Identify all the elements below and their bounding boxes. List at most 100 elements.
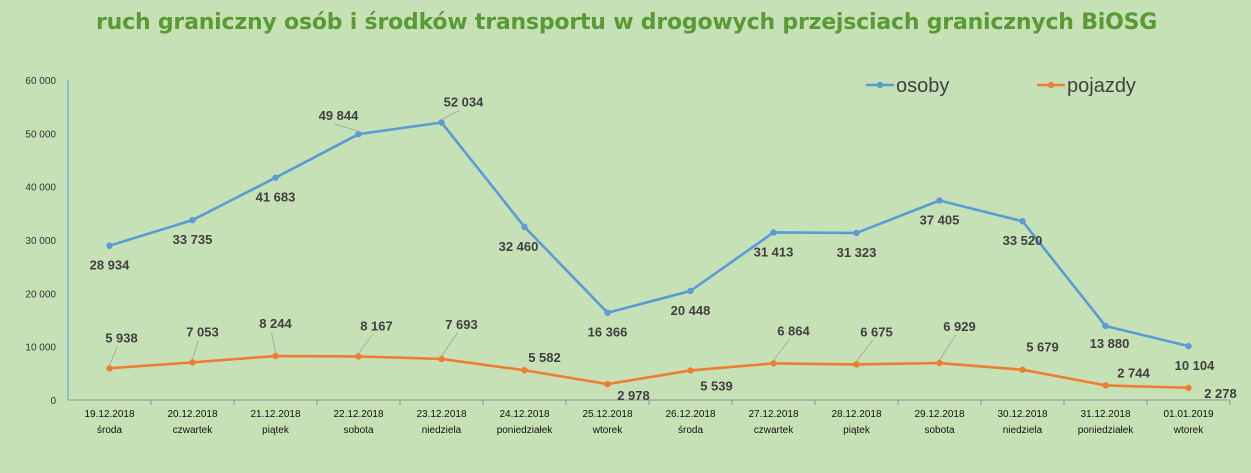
data-label-osoby: 52 034 — [444, 94, 485, 109]
x-tick-label: 25.12.2018 — [582, 409, 632, 420]
data-point-osoby — [604, 309, 611, 316]
x-tick-sublabel: czwartek — [173, 425, 213, 436]
data-label-osoby: 20 448 — [671, 303, 711, 318]
data-label-pojazdy: 6 929 — [943, 319, 976, 334]
data-label-leader — [334, 123, 359, 132]
x-tick-sublabel: sobota — [343, 425, 373, 436]
data-label-pojazdy: 7 053 — [186, 324, 219, 339]
x-tick-sublabel: niedziela — [1003, 425, 1043, 436]
data-point-pojazdy — [604, 380, 611, 388]
x-tick-sublabel: sobota — [924, 425, 954, 436]
data-label-leader — [192, 340, 199, 360]
legend-label-osoby: osoby — [896, 75, 949, 97]
legend-marker-osoby — [876, 81, 884, 89]
data-label-pojazdy: 2 978 — [617, 388, 650, 403]
legend-label-pojazdy: pojazdy — [1067, 75, 1136, 97]
data-point-pojazdy — [936, 359, 943, 367]
data-label-osoby: 41 683 — [256, 190, 296, 205]
data-label-osoby: 37 405 — [920, 213, 960, 228]
y-tick-label: 40 000 — [25, 183, 56, 194]
y-tick-label: 30 000 — [25, 236, 56, 247]
data-label-osoby: 16 366 — [588, 325, 628, 340]
x-tick-sublabel: poniedziałek — [497, 425, 554, 436]
data-point-pojazdy — [1019, 366, 1026, 373]
data-point-osoby — [687, 287, 694, 295]
data-label-osoby: 33 520 — [1003, 233, 1043, 248]
x-tick-label: 29.12.2018 — [914, 409, 964, 420]
x-tick-sublabel: wtorek — [592, 425, 623, 436]
x-tick-label: 28.12.2018 — [831, 409, 881, 420]
data-label-pojazdy: 8 167 — [360, 318, 393, 333]
data-label-osoby: 33 735 — [173, 232, 213, 247]
data-label-pojazdy: 6 675 — [860, 324, 893, 339]
data-label-osoby: 31 323 — [837, 245, 877, 260]
x-tick-label: 27.12.2018 — [748, 409, 798, 420]
data-label-osoby: 10 104 — [1175, 358, 1216, 373]
data-label-pojazdy: 7 693 — [445, 317, 478, 332]
chart-title: ruch graniczny osób i środków transportu… — [96, 10, 1158, 35]
data-label-pojazdy: 2 744 — [1117, 365, 1150, 380]
legend-marker-pojazdy — [1047, 81, 1055, 89]
data-label-osoby: 31 413 — [754, 244, 794, 259]
data-point-pojazdy — [770, 360, 777, 367]
data-point-osoby — [1019, 218, 1026, 225]
x-tick-label: 21.12.2018 — [250, 409, 300, 420]
x-tick-sublabel: poniedziałek — [1078, 425, 1135, 436]
y-tick-label: 10 000 — [25, 343, 56, 354]
x-tick-sublabel: niedziela — [422, 425, 462, 436]
data-point-osoby — [355, 130, 362, 138]
series-line-pojazdy — [109, 354, 1189, 390]
data-point-osoby — [936, 197, 943, 204]
data-point-pojazdy — [438, 355, 445, 363]
data-label-pojazdy: 5 539 — [700, 378, 733, 393]
data-label-leader — [856, 340, 873, 362]
x-tick-sublabel: piątek — [262, 425, 290, 436]
data-label-pojazdy: 6 864 — [777, 323, 810, 338]
y-tick-label: 60 000 — [25, 76, 56, 87]
x-tick-label: 23.12.2018 — [416, 409, 466, 420]
series-line-osoby — [109, 121, 1189, 348]
data-label-pojazdy: 5 938 — [105, 330, 138, 345]
data-label-leader — [441, 110, 460, 120]
data-point-osoby — [189, 216, 196, 224]
x-tick-sublabel: środa — [97, 425, 122, 436]
data-point-osoby — [1185, 342, 1192, 350]
x-tick-sublabel: piątek — [843, 425, 871, 436]
data-label-pojazdy: 5 679 — [1026, 340, 1059, 355]
data-label-osoby: 13 880 — [1090, 336, 1130, 351]
data-label-leader — [271, 331, 276, 354]
x-tick-label: 24.12.2018 — [499, 409, 549, 420]
data-point-osoby — [853, 229, 860, 237]
data-point-pojazdy — [521, 367, 528, 374]
data-label-leader — [939, 334, 956, 361]
data-point-osoby — [1102, 322, 1109, 330]
x-tick-sublabel: czwartek — [754, 425, 794, 436]
data-point-pojazdy — [1102, 382, 1109, 389]
data-label-pojazdy: 8 244 — [259, 316, 292, 331]
x-tick-label: 30.12.2018 — [997, 409, 1047, 420]
data-point-pojazdy — [189, 359, 196, 366]
x-tick-label: 31.12.2018 — [1080, 409, 1130, 420]
data-point-pojazdy — [1185, 384, 1192, 392]
x-tick-sublabel: wtorek — [1173, 425, 1204, 436]
data-point-pojazdy — [272, 352, 279, 360]
y-tick-label: 20 000 — [25, 289, 56, 300]
x-tick-label: 19.12.2018 — [84, 409, 134, 420]
data-label-leader — [109, 346, 118, 366]
data-point-pojazdy — [355, 353, 362, 360]
chart-legend: osoby pojazdy — [866, 75, 1136, 97]
data-point-osoby — [106, 242, 113, 249]
data-label-osoby: 28 934 — [90, 258, 131, 273]
data-point-pojazdy — [687, 367, 694, 374]
data-point-osoby — [438, 119, 445, 126]
data-label-osoby: 49 844 — [319, 108, 360, 123]
data-point-pojazdy — [853, 361, 860, 368]
x-tick-label: 20.12.2018 — [167, 409, 217, 420]
data-label-osoby: 32 460 — [499, 239, 539, 254]
data-label-leader — [773, 339, 790, 361]
data-label-pojazdy: 2 278 — [1204, 386, 1237, 401]
data-label-leader — [358, 334, 373, 354]
x-tick-label: 26.12.2018 — [665, 409, 715, 420]
